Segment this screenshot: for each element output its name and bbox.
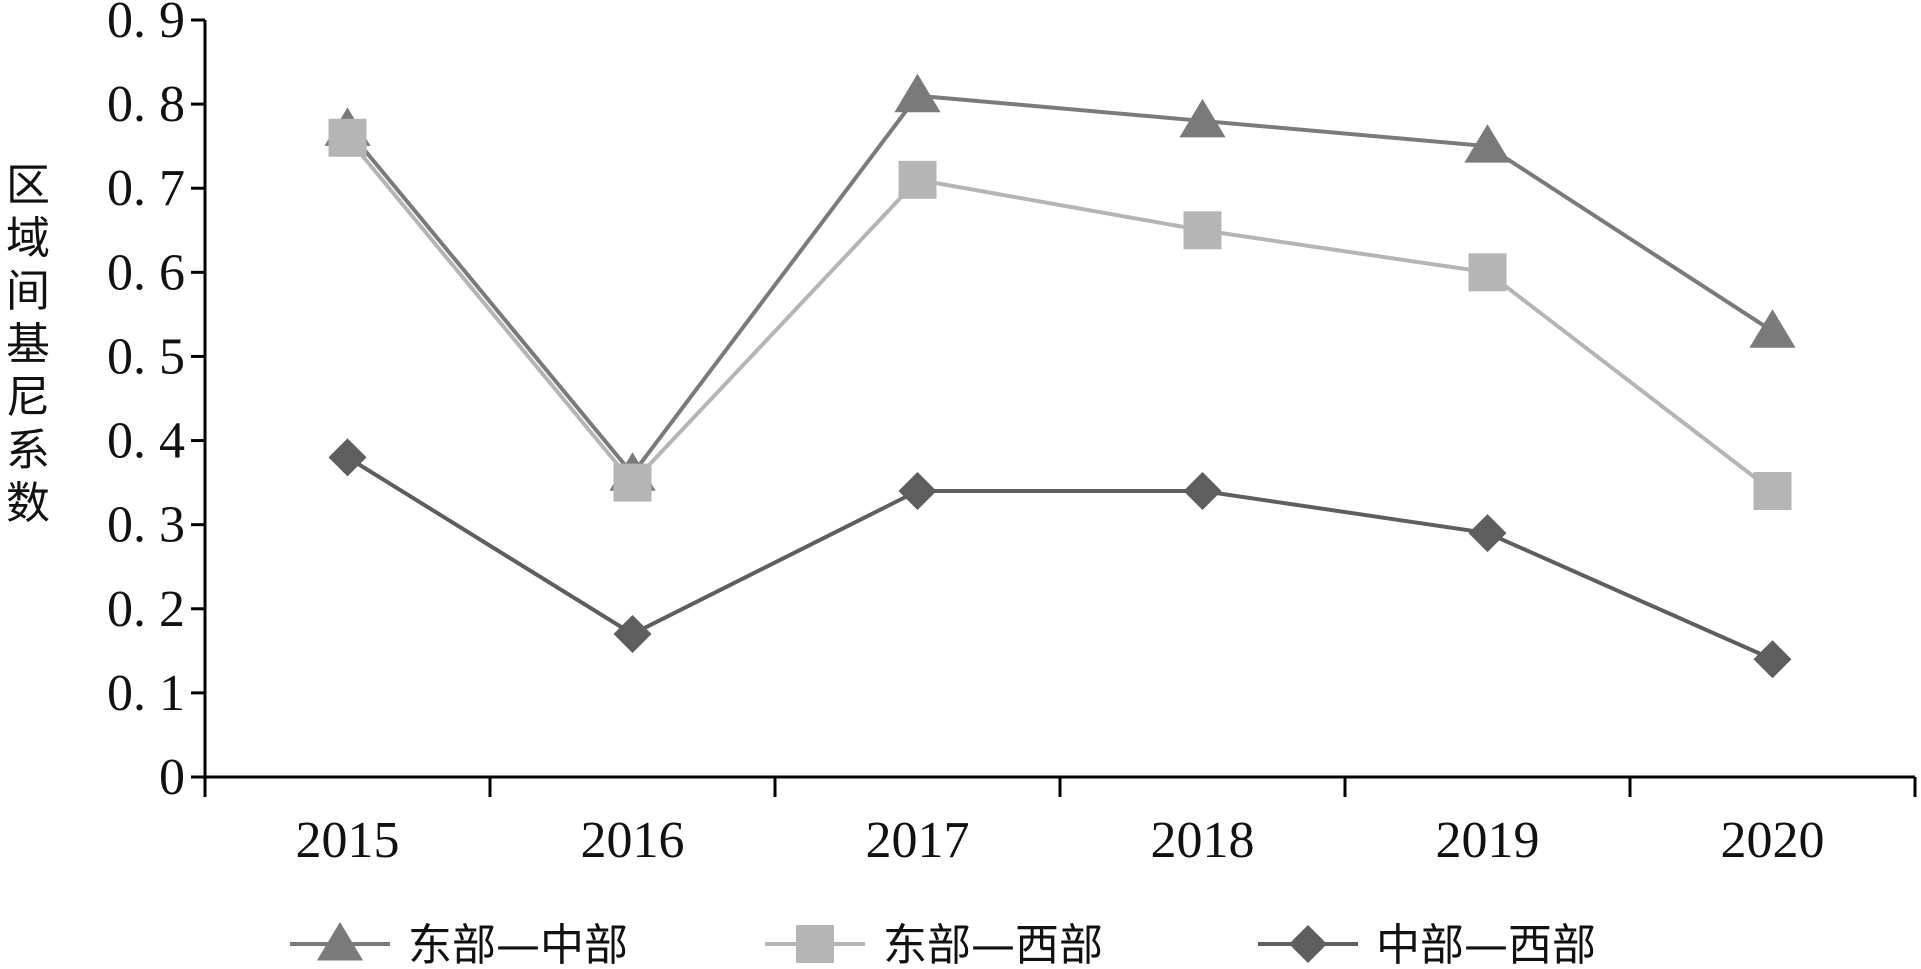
series-lines (345, 93, 1774, 662)
data-point-triangle (1179, 98, 1226, 138)
chart-axes (191, 18, 1917, 797)
data-point-diamond (1753, 640, 1792, 679)
data-point-square (1468, 253, 1507, 292)
y-axis-title: 区域间基尼系数 (6, 160, 50, 529)
y-tick-label: 0. 5 (107, 328, 185, 385)
data-point-diamond (1468, 514, 1507, 553)
data-point-triangle (1749, 309, 1796, 348)
y-axis-label: 区域间基尼系数 (6, 160, 50, 529)
data-point-diamond (328, 438, 367, 477)
data-point-diamond (613, 615, 652, 654)
x-tick-label: 2016 (581, 812, 685, 869)
legend-marker-triangle (316, 922, 364, 961)
y-tick-label: 0. 2 (107, 581, 185, 638)
y-tick-label: 0. 1 (107, 665, 185, 722)
legend: 东部—中部 东部—西部 中部—西部 (290, 920, 1596, 969)
x-tick-labels: 2015 2016 2017 2018 2019 2020 (296, 812, 1825, 869)
legend-marker-diamond (1289, 925, 1327, 963)
data-point-diamond (1183, 472, 1222, 511)
y-tick-label: 0. 3 (107, 497, 185, 554)
x-tick-label: 2017 (866, 812, 970, 869)
series-markers (324, 73, 1796, 679)
x-tick-label: 2019 (1436, 812, 1540, 869)
y-tick-label: 0. 7 (107, 160, 185, 217)
y-tick-label: 0. 9 (107, 0, 185, 49)
data-point-square (328, 118, 367, 157)
legend-label: 东部—西部 (883, 920, 1103, 969)
y-tick-label: 0. 8 (107, 76, 185, 133)
data-point-square (1183, 211, 1222, 250)
data-point-diamond (898, 472, 937, 511)
data-point-triangle (1464, 124, 1511, 163)
data-point-square (898, 160, 937, 199)
y-tick-labels: 0 0. 1 0. 2 0. 3 0. 4 0. 5 0. 6 0. 7 0. 8 0. 9 (107, 0, 185, 806)
legend-label: 东部—中部 (408, 920, 628, 969)
legend-label: 中部—西部 (1376, 920, 1596, 969)
series-line-0 (345, 93, 1774, 478)
y-tick-label: 0 (159, 749, 185, 806)
y-tick-label: 0. 4 (107, 413, 185, 470)
x-tick-label: 2020 (1721, 812, 1825, 869)
data-point-square (613, 463, 652, 502)
series-line-1 (345, 136, 1774, 493)
y-tick-label: 0. 6 (107, 244, 185, 301)
x-tick-label: 2018 (1151, 812, 1255, 869)
series-line-2 (346, 455, 1774, 662)
data-point-square (1753, 472, 1792, 511)
data-point-triangle (894, 73, 941, 113)
legend-marker-square (796, 925, 834, 963)
x-tick-label: 2015 (296, 812, 400, 869)
